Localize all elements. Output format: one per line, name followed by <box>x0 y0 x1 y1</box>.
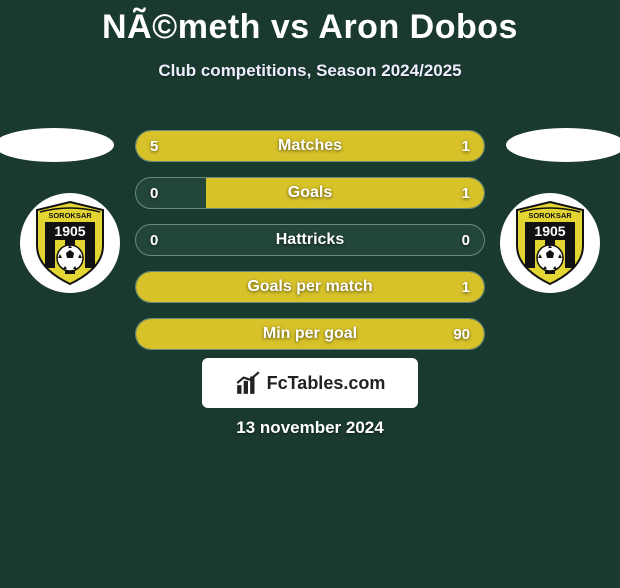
shield-icon: SOROKSAR 1905 <box>511 200 589 286</box>
stat-label: Matches <box>136 137 484 155</box>
stats-container: 51Matches 01Goals 00Hattricks 1Goals per ma… <box>135 130 485 350</box>
date: 13 november 2024 <box>236 418 383 438</box>
subtitle: Club competitions, Season 2024/2025 <box>0 61 620 81</box>
stat-label: Min per goal <box>136 325 484 343</box>
stat-label: Hattricks <box>136 231 484 249</box>
brand-logo[interactable]: FcTables.com <box>202 358 418 408</box>
page-title: NÃ©meth vs Aron Dobos <box>0 8 620 47</box>
svg-text:SOROKSAR: SOROKSAR <box>528 211 572 220</box>
bar-chart-icon <box>235 370 261 396</box>
svg-text:1905: 1905 <box>54 223 85 239</box>
stat-label: Goals <box>136 184 484 202</box>
svg-text:SOROKSAR: SOROKSAR <box>48 211 92 220</box>
right-team-badge: SOROKSAR 1905 <box>500 193 600 293</box>
left-team-badge: SOROKSAR 1905 <box>20 193 120 293</box>
shield-icon: SOROKSAR 1905 <box>31 200 109 286</box>
left-oval-decoration <box>0 128 114 162</box>
stat-label: Goals per match <box>136 278 484 296</box>
stat-bar-goals-per-match: 1Goals per match <box>135 271 485 303</box>
right-oval-decoration <box>506 128 620 162</box>
stat-bar-matches: 51Matches <box>135 130 485 162</box>
brand-text: FcTables.com <box>267 373 386 394</box>
stat-bar-goals: 01Goals <box>135 177 485 209</box>
stat-bar-hattricks: 00Hattricks <box>135 224 485 256</box>
svg-text:1905: 1905 <box>534 223 565 239</box>
stat-bar-min-per-goal: 90Min per goal <box>135 318 485 350</box>
